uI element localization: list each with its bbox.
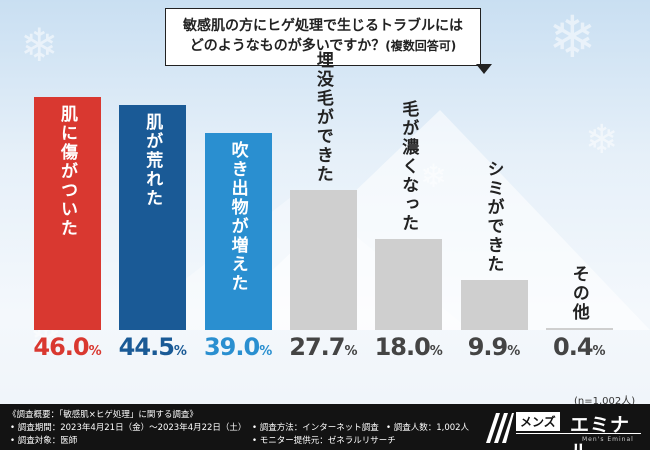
bar-value-unit: % xyxy=(592,344,606,359)
bar-value-unit: % xyxy=(429,344,443,359)
bar-value: 0.4% xyxy=(534,333,624,361)
bar xyxy=(289,189,357,330)
brand-name: エミナル xyxy=(570,414,631,450)
snowflake-icon: ❄ xyxy=(420,157,447,195)
bar-value-unit: % xyxy=(344,344,358,359)
question-line-2: どのようなものが多いですか？(複数回答可) xyxy=(166,36,480,56)
survey-target: • 調査対象：医師 xyxy=(10,436,78,446)
bar-label: シミができた xyxy=(483,159,504,274)
survey-provider: • モニター提供元：ゼネラルリサーチ xyxy=(252,436,396,446)
bar xyxy=(375,238,443,330)
survey-title: 《調査概要：「敏感肌×ヒゲ処理」に関する調査》 xyxy=(8,410,198,420)
brand-sub: Men's Eminal xyxy=(582,436,634,443)
snowflake-icon: ❄ xyxy=(20,18,59,72)
bar xyxy=(545,327,613,330)
speech-bubble-tail xyxy=(476,64,492,74)
bar-label: 肌に傷がついた xyxy=(57,105,77,239)
bar xyxy=(460,279,528,330)
bar-label: 吹き出物が増えた xyxy=(227,140,248,293)
brand-jp: メンズ xyxy=(516,412,560,431)
bar xyxy=(204,132,272,330)
question-line-2-main: どのようなものが多いですか？ xyxy=(189,38,386,54)
bar-value: 39.0% xyxy=(193,333,283,361)
bar-value-number: 44.5 xyxy=(118,333,175,361)
question-paren: (複数回答可) xyxy=(385,39,457,53)
bar-label: 埋没毛ができた xyxy=(312,50,333,184)
survey-period: • 調査期間：2023年4月21日（金）〜2023年4月22日（土） xyxy=(10,423,247,433)
bar-label: 肌が荒れた xyxy=(142,112,163,208)
snowflake-icon: ❄ xyxy=(548,3,597,71)
bar xyxy=(119,104,187,330)
brand-mark-icon xyxy=(486,413,514,443)
bar-value-unit: % xyxy=(507,344,521,359)
bar-value: 46.0% xyxy=(23,333,113,361)
bar-value-number: 18.0 xyxy=(374,333,431,361)
bar-value-unit: % xyxy=(173,344,187,359)
bar-value: 27.7% xyxy=(278,333,368,361)
snowflake-icon: ❄ xyxy=(585,117,619,163)
brand-divider xyxy=(516,433,641,434)
bar-value-number: 9.9 xyxy=(467,333,509,361)
footer: 《調査概要：「敏感肌×ヒゲ処理」に関する調査》 • 調査期間：2023年4月21… xyxy=(0,404,650,450)
survey-count: • 調査人数：1,002人 xyxy=(386,423,470,433)
bar-label: 毛が濃くなった xyxy=(398,99,419,233)
survey-method: • 調査方法：インターネット調査 xyxy=(252,423,379,433)
sample-size-note: (n=1,002人) xyxy=(574,396,636,407)
question-box: 敏感肌の方にヒゲ処理で生じるトラブルには どのようなものが多いですか？(複数回答… xyxy=(165,8,481,66)
bar-value: 9.9% xyxy=(449,333,539,361)
bar-value-unit: % xyxy=(88,344,102,359)
bar-value-unit: % xyxy=(259,344,273,359)
bar-value-number: 0.4 xyxy=(553,333,594,361)
bar-value-number: 39.0 xyxy=(203,333,260,361)
bar-value: 18.0% xyxy=(364,333,454,361)
bar-label: その他 xyxy=(568,264,589,322)
bar-value-number: 27.7 xyxy=(289,333,345,361)
bar-value: 44.5% xyxy=(108,333,198,361)
brand-logo: メンズ エミナル Men's Eminal xyxy=(484,410,644,450)
bar-value-number: 46.0 xyxy=(33,333,89,361)
bar xyxy=(34,97,101,330)
question-line-1: 敏感肌の方にヒゲ処理で生じるトラブルには xyxy=(183,18,463,34)
